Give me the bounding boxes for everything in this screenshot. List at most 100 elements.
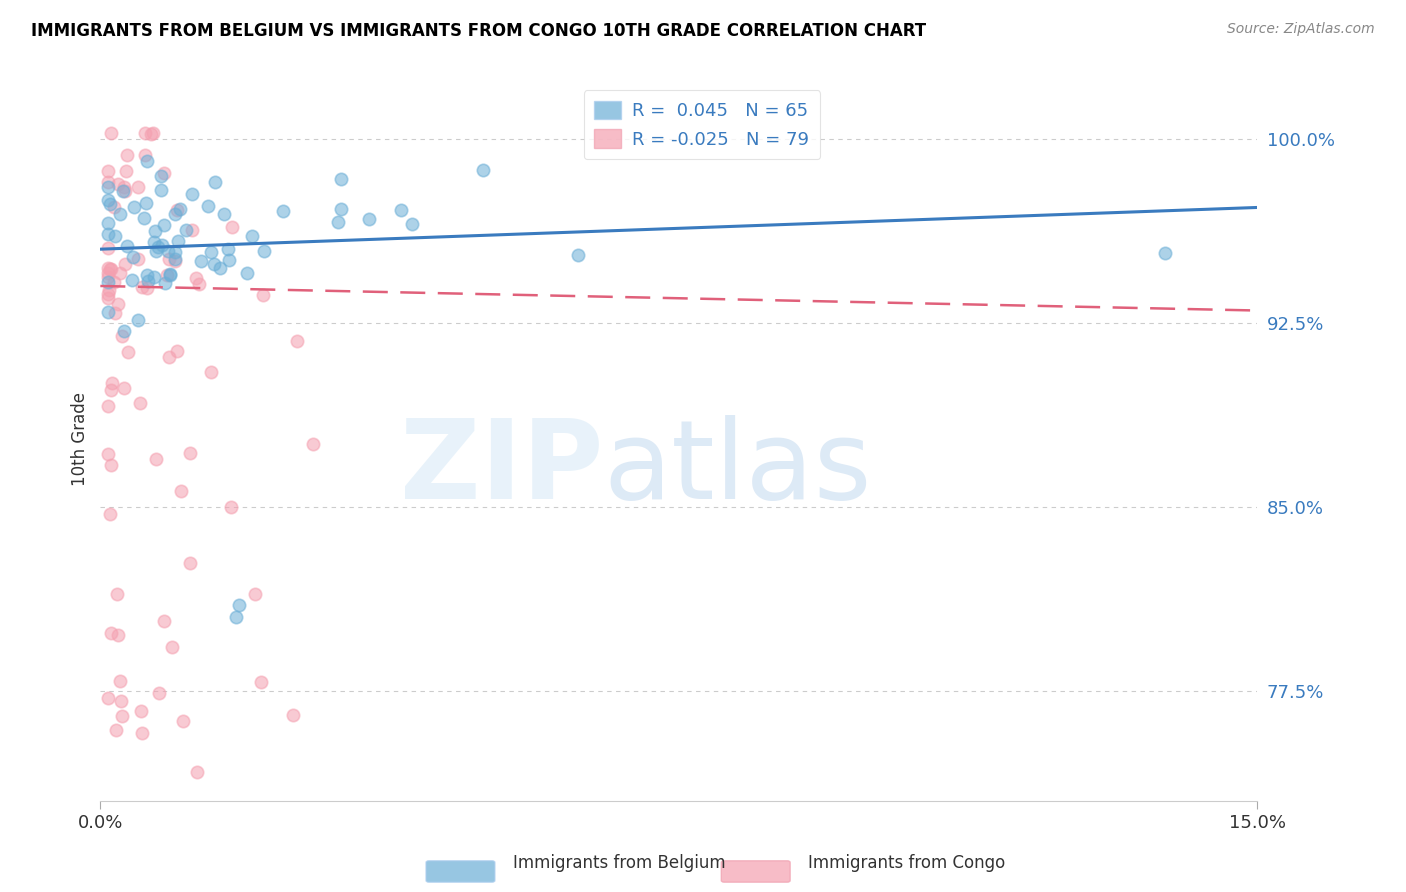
Point [97,193,120,207]
Point [281,708,304,723]
Point [131,280,153,294]
Point [157,350,180,364]
Text: atlas: atlas [603,415,872,522]
Point [163,207,186,221]
Point [180,223,202,237]
Point [98,262,121,277]
Point [157,252,180,267]
Point [142,126,165,140]
Point [225,610,247,624]
Point [97,216,120,230]
Point [326,215,349,229]
Point [100,126,122,140]
Point [271,204,294,219]
Point [97,447,120,461]
Point [252,244,274,258]
Point [145,224,167,238]
Text: ZIP: ZIP [401,415,603,522]
Point [97,227,120,241]
Point [179,556,201,570]
Point [236,266,259,280]
Point [98,197,121,211]
Point [131,726,153,740]
Point [330,202,353,216]
Point [329,172,352,186]
Point [135,268,157,283]
Point [208,261,231,276]
Point [104,306,127,320]
Point [115,239,138,253]
Point [136,154,159,169]
Point [112,324,135,338]
Point [218,253,240,268]
Point [172,714,194,728]
Point [114,184,136,198]
Point [179,446,201,460]
Point [357,212,380,227]
Point [97,270,120,285]
Point [184,271,207,285]
Point [240,228,263,243]
Point [105,587,128,601]
Point [127,180,149,194]
Point [103,200,125,214]
Point [174,223,197,237]
Point [136,280,159,294]
Point [149,182,172,196]
Point [97,399,120,413]
Point [107,177,129,191]
Point [153,166,176,180]
Point [111,329,134,343]
Point [1153,245,1175,260]
Point [166,343,188,358]
Point [167,235,190,249]
Point [159,268,181,282]
Point [156,268,179,282]
Point [150,237,173,252]
Point [97,690,120,705]
Point [110,207,132,221]
Point [97,275,120,289]
Point [143,235,166,249]
Point [202,257,225,271]
Point [156,244,179,258]
Point [160,640,183,654]
Point [97,180,120,194]
Point [170,483,193,498]
Point [114,257,136,271]
Point [197,199,219,213]
Point [97,260,120,275]
Point [117,345,139,359]
Point [128,252,150,266]
Point [121,273,143,287]
Point [181,186,204,201]
Point [97,291,120,305]
Point [138,274,160,288]
Point [112,184,135,198]
Point [114,163,136,178]
Point [134,126,156,140]
Text: Immigrants from Belgium: Immigrants from Belgium [513,855,725,872]
Point [107,297,129,311]
Point [97,241,120,255]
Point [100,262,122,277]
Point [100,458,122,472]
Point [219,500,242,515]
Point [186,765,208,780]
Point [135,195,157,210]
Point [221,220,243,235]
Point [169,202,191,216]
Point [249,675,271,690]
Point [107,628,129,642]
Point [200,245,222,260]
Point [187,277,209,292]
Point [111,708,134,723]
Point [97,267,120,281]
Text: IMMIGRANTS FROM BELGIUM VS IMMIGRANTS FROM CONGO 10TH GRADE CORRELATION CHART: IMMIGRANTS FROM BELGIUM VS IMMIGRANTS FR… [31,22,927,40]
Y-axis label: 10th Grade: 10th Grade [72,392,89,486]
Point [155,276,177,290]
Point [148,239,170,253]
Point [108,266,131,280]
Point [148,686,170,700]
Point [152,218,174,232]
